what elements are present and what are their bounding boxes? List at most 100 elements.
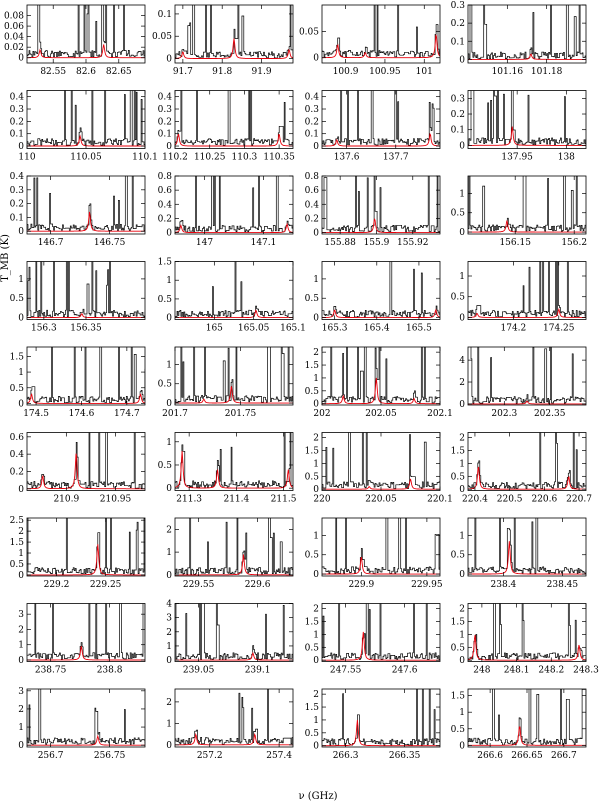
- spectrum-panel: 248 248.1 248.2 248.3 0 0.5 1 1.5 2: [451, 603, 599, 676]
- spectrum-panel: 220.4 220.5 220.6 220.7 0 0.5 1 1.5 2: [451, 432, 592, 505]
- y-tick-label: 0.8: [305, 172, 320, 182]
- panel-frame: [26, 175, 146, 235]
- spectrum-panel: 165.3 165.4 165.5 0 0.5 1: [305, 261, 441, 334]
- y-tick-label: 0: [166, 229, 172, 239]
- x-tick-label: 165.5: [406, 324, 432, 334]
- observed-spectrum: [27, 432, 145, 489]
- y-tick-label: 0.3: [451, 1, 466, 11]
- spectrum-panel: 137.6 137.7 0 0.1 0.2 0.3 0.4: [305, 90, 441, 163]
- y-tick-label: 1: [18, 641, 24, 651]
- model-spectrum: [322, 218, 440, 234]
- y-tick-label: 1.5: [305, 618, 320, 628]
- model-spectrum: [468, 634, 586, 661]
- observed-spectrum: [322, 176, 440, 233]
- y-tick-label: 0: [313, 656, 319, 666]
- y-tick-label: 0.2: [451, 19, 465, 29]
- x-tick-label: 174.6: [69, 409, 95, 419]
- y-tick-label: 1: [166, 642, 172, 652]
- y-tick-label: 0.6: [305, 186, 320, 196]
- x-tick-label: 165.05: [238, 324, 270, 334]
- panel-frame: [467, 517, 587, 577]
- y-tick-label: 0.1: [451, 126, 465, 136]
- y-tick-label: 0.4: [305, 200, 320, 210]
- y-tick-label: 2: [313, 348, 319, 358]
- y-tick-label: 1: [18, 723, 24, 733]
- x-tick-label: 155.92: [397, 238, 429, 248]
- model-spectrum: [27, 393, 145, 404]
- spectrum-panel: 238.4 238.45 0 0.5 1: [451, 517, 587, 590]
- x-tick-label: 174.25: [543, 324, 575, 334]
- y-tick-label: 0: [313, 229, 319, 239]
- observed-spectrum: [468, 689, 586, 746]
- y-tick-label: 0: [166, 314, 172, 324]
- model-spectrum: [322, 132, 440, 147]
- y-tick-label: 3: [166, 614, 172, 624]
- x-tick-label: 146.75: [94, 238, 126, 248]
- model-spectrum: [322, 308, 440, 319]
- y-tick-label: 1: [18, 368, 24, 378]
- panel-frame: [321, 688, 441, 748]
- y-tick-label: 2: [313, 434, 319, 444]
- panel-frame: [26, 517, 146, 577]
- x-tick-label: 110.35: [263, 153, 295, 163]
- model-spectrum: [27, 544, 145, 576]
- y-tick-label: 0.5: [305, 294, 320, 304]
- y-tick-label: 0.1: [158, 10, 172, 20]
- model-spectrum: [322, 34, 440, 59]
- x-tick-label: 257.4: [266, 751, 292, 761]
- panel-frame: [174, 175, 294, 235]
- y-tick-label: 0.2: [451, 110, 465, 120]
- spectrum-panel: 210.9 210.95 0 0.2 0.4 0.6: [10, 432, 146, 505]
- y-tick-label: 1: [459, 630, 465, 640]
- observed-spectrum: [175, 176, 293, 233]
- panel-frame: [26, 688, 146, 748]
- x-tick-label: 239.05: [183, 666, 215, 676]
- y-tick-label: 0: [18, 227, 24, 237]
- x-tick-label: 239.1: [245, 666, 271, 676]
- panel-frame: [26, 346, 146, 406]
- model-spectrum: [175, 732, 293, 746]
- model-spectrum: [322, 631, 440, 661]
- x-tick-label: 137.7: [383, 153, 409, 163]
- y-tick-label: 0: [18, 142, 24, 152]
- y-tick-label: 0: [18, 571, 24, 581]
- y-tick-label: 0: [18, 54, 24, 64]
- model-spectrum: [468, 541, 586, 575]
- spectrum-panel: 229.2 229.25 00.511.522.5: [10, 516, 146, 590]
- y-tick-label: 1: [459, 272, 465, 282]
- y-tick-label: 1: [313, 630, 319, 640]
- x-tick-label: 229.6: [245, 580, 271, 590]
- observed-spectrum: [175, 603, 293, 660]
- spectrum-panel: 266.6 266.65 266.7 0 0.5 1 1.5: [451, 688, 587, 761]
- x-tick-label: 210.9: [53, 495, 79, 505]
- observed-spectrum: [27, 518, 145, 575]
- x-tick-label: 247.6: [392, 666, 418, 676]
- observed-spectrum: [175, 432, 293, 488]
- y-axis-label: T_MB (K): [0, 234, 11, 282]
- x-tick-label: 110.1: [132, 153, 158, 163]
- y-tick-label: 2: [18, 705, 24, 715]
- y-tick-label: 1: [166, 360, 172, 370]
- model-spectrum: [175, 554, 293, 576]
- x-tick-label: 248.2: [538, 666, 564, 676]
- y-tick-label: 3: [18, 610, 24, 620]
- x-tick-label: 137.95: [501, 153, 533, 163]
- x-tick-label: 202.35: [534, 409, 566, 419]
- y-tick-label: 1: [18, 549, 24, 559]
- panel-frame: [26, 603, 146, 662]
- x-tick-label: 229.25: [90, 580, 122, 590]
- y-tick-label: 0.2: [305, 214, 319, 224]
- y-tick-label: 2: [18, 625, 24, 635]
- spectrum-panel: 174.5 174.6 174.7 0 0.5 1 1.5: [10, 346, 146, 419]
- x-tick-label: 165.1: [280, 324, 306, 334]
- x-tick-label: 238.75: [35, 666, 67, 676]
- observed-spectrum: [468, 603, 586, 660]
- spectrum-panel: 101.16 101.18 0 0.1 0.2 0.3: [451, 1, 587, 77]
- x-tick-label: 156.3: [31, 324, 57, 334]
- model-spectrum: [322, 557, 440, 575]
- y-tick-label: 1.5: [305, 447, 320, 457]
- y-tick-label: 0.5: [158, 461, 173, 471]
- x-tick-label: 238.4: [491, 580, 517, 590]
